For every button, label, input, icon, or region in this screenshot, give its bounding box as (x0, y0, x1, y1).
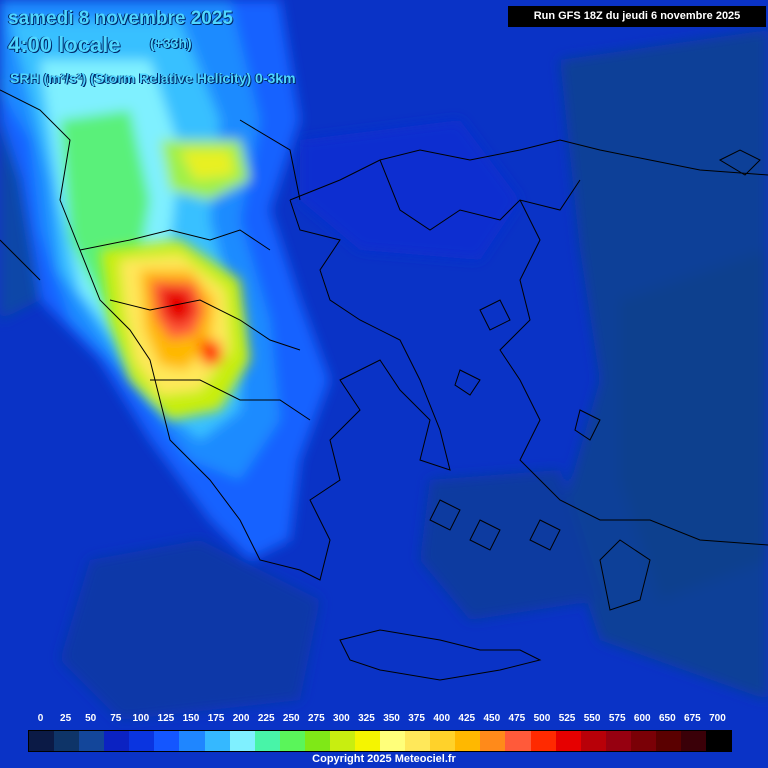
legend-swatch (455, 731, 481, 751)
legend-label: 700 (709, 713, 726, 724)
legend-swatch (630, 731, 656, 751)
forecast-date: samedi 8 novembre 2025 (8, 8, 233, 29)
legend-swatch (505, 731, 531, 751)
legend-swatch (54, 731, 80, 751)
legend-swatch (380, 731, 406, 751)
legend-label: 650 (658, 713, 676, 724)
legend-label: 425 (458, 713, 476, 724)
legend-swatch (129, 731, 155, 751)
legend-swatch (104, 731, 130, 751)
legend-label: 25 (60, 713, 72, 724)
legend-label: 525 (558, 713, 576, 724)
legend-swatch (681, 731, 707, 751)
legend-label: 275 (307, 713, 325, 724)
copyright-text: Copyright 2025 Meteociel.fr (312, 753, 456, 765)
legend-label: 0 (37, 713, 44, 724)
legend-swatch (355, 731, 381, 751)
legend-swatch (279, 731, 305, 751)
legend-swatch (204, 731, 230, 751)
legend-label: 375 (408, 713, 425, 724)
legend-label: 250 (282, 713, 300, 724)
legend-label: 600 (633, 713, 651, 724)
legend-swatch (304, 731, 330, 751)
legend-label: 675 (684, 713, 701, 724)
legend-swatch (79, 731, 105, 751)
legend-swatch (430, 731, 456, 751)
legend-label: 75 (110, 713, 122, 724)
legend-label: 100 (132, 713, 150, 724)
legend-swatch (555, 731, 581, 751)
legend-label: 50 (85, 713, 97, 724)
legend-label: 475 (508, 713, 526, 724)
legend-label: 325 (358, 713, 375, 724)
legend-swatch (480, 731, 506, 751)
legend-label: 225 (257, 713, 275, 724)
model-run-label: Run GFS 18Z du jeudi 6 novembre 2025 (508, 6, 766, 27)
legend-label: 125 (157, 713, 175, 724)
coastlines-and-borders (0, 89, 768, 681)
forecast-lead-time: (+33h) (150, 35, 192, 51)
legend-label: 550 (583, 713, 601, 724)
legend-labels: 0 25 50 75 100 125 150 175 200 225 250 275 300 325 350… (28, 713, 730, 727)
parameter-title: SRH (m²/s²) (Storm Relative Helicity) 0-… (10, 70, 296, 86)
legend-label: 350 (383, 713, 400, 724)
color-legend (28, 730, 732, 752)
legend-label: 150 (182, 713, 200, 724)
legend-swatch (405, 731, 431, 751)
legend-label: 200 (232, 713, 250, 724)
legend-label: 300 (333, 713, 350, 724)
legend-swatch (29, 731, 55, 751)
legend-swatch (706, 731, 732, 751)
legend-label: 450 (483, 713, 501, 724)
forecast-local-time: 4:00 locale (8, 32, 121, 57)
legend-swatch (329, 731, 356, 751)
legend-label: 500 (533, 713, 551, 724)
low-srh-regions (0, 30, 768, 720)
legend-swatch (154, 731, 180, 751)
legend-swatch (254, 731, 280, 751)
legend-label: 175 (207, 713, 225, 724)
legend-swatch (605, 731, 631, 751)
legend-swatch (655, 731, 682, 751)
legend-swatch (229, 731, 255, 751)
legend-swatch (179, 731, 205, 751)
legend-swatch (580, 731, 606, 751)
high-srh-core (100, 240, 250, 420)
legend-label: 400 (433, 713, 451, 724)
legend-label: 575 (608, 713, 626, 724)
legend-swatch (530, 731, 556, 751)
